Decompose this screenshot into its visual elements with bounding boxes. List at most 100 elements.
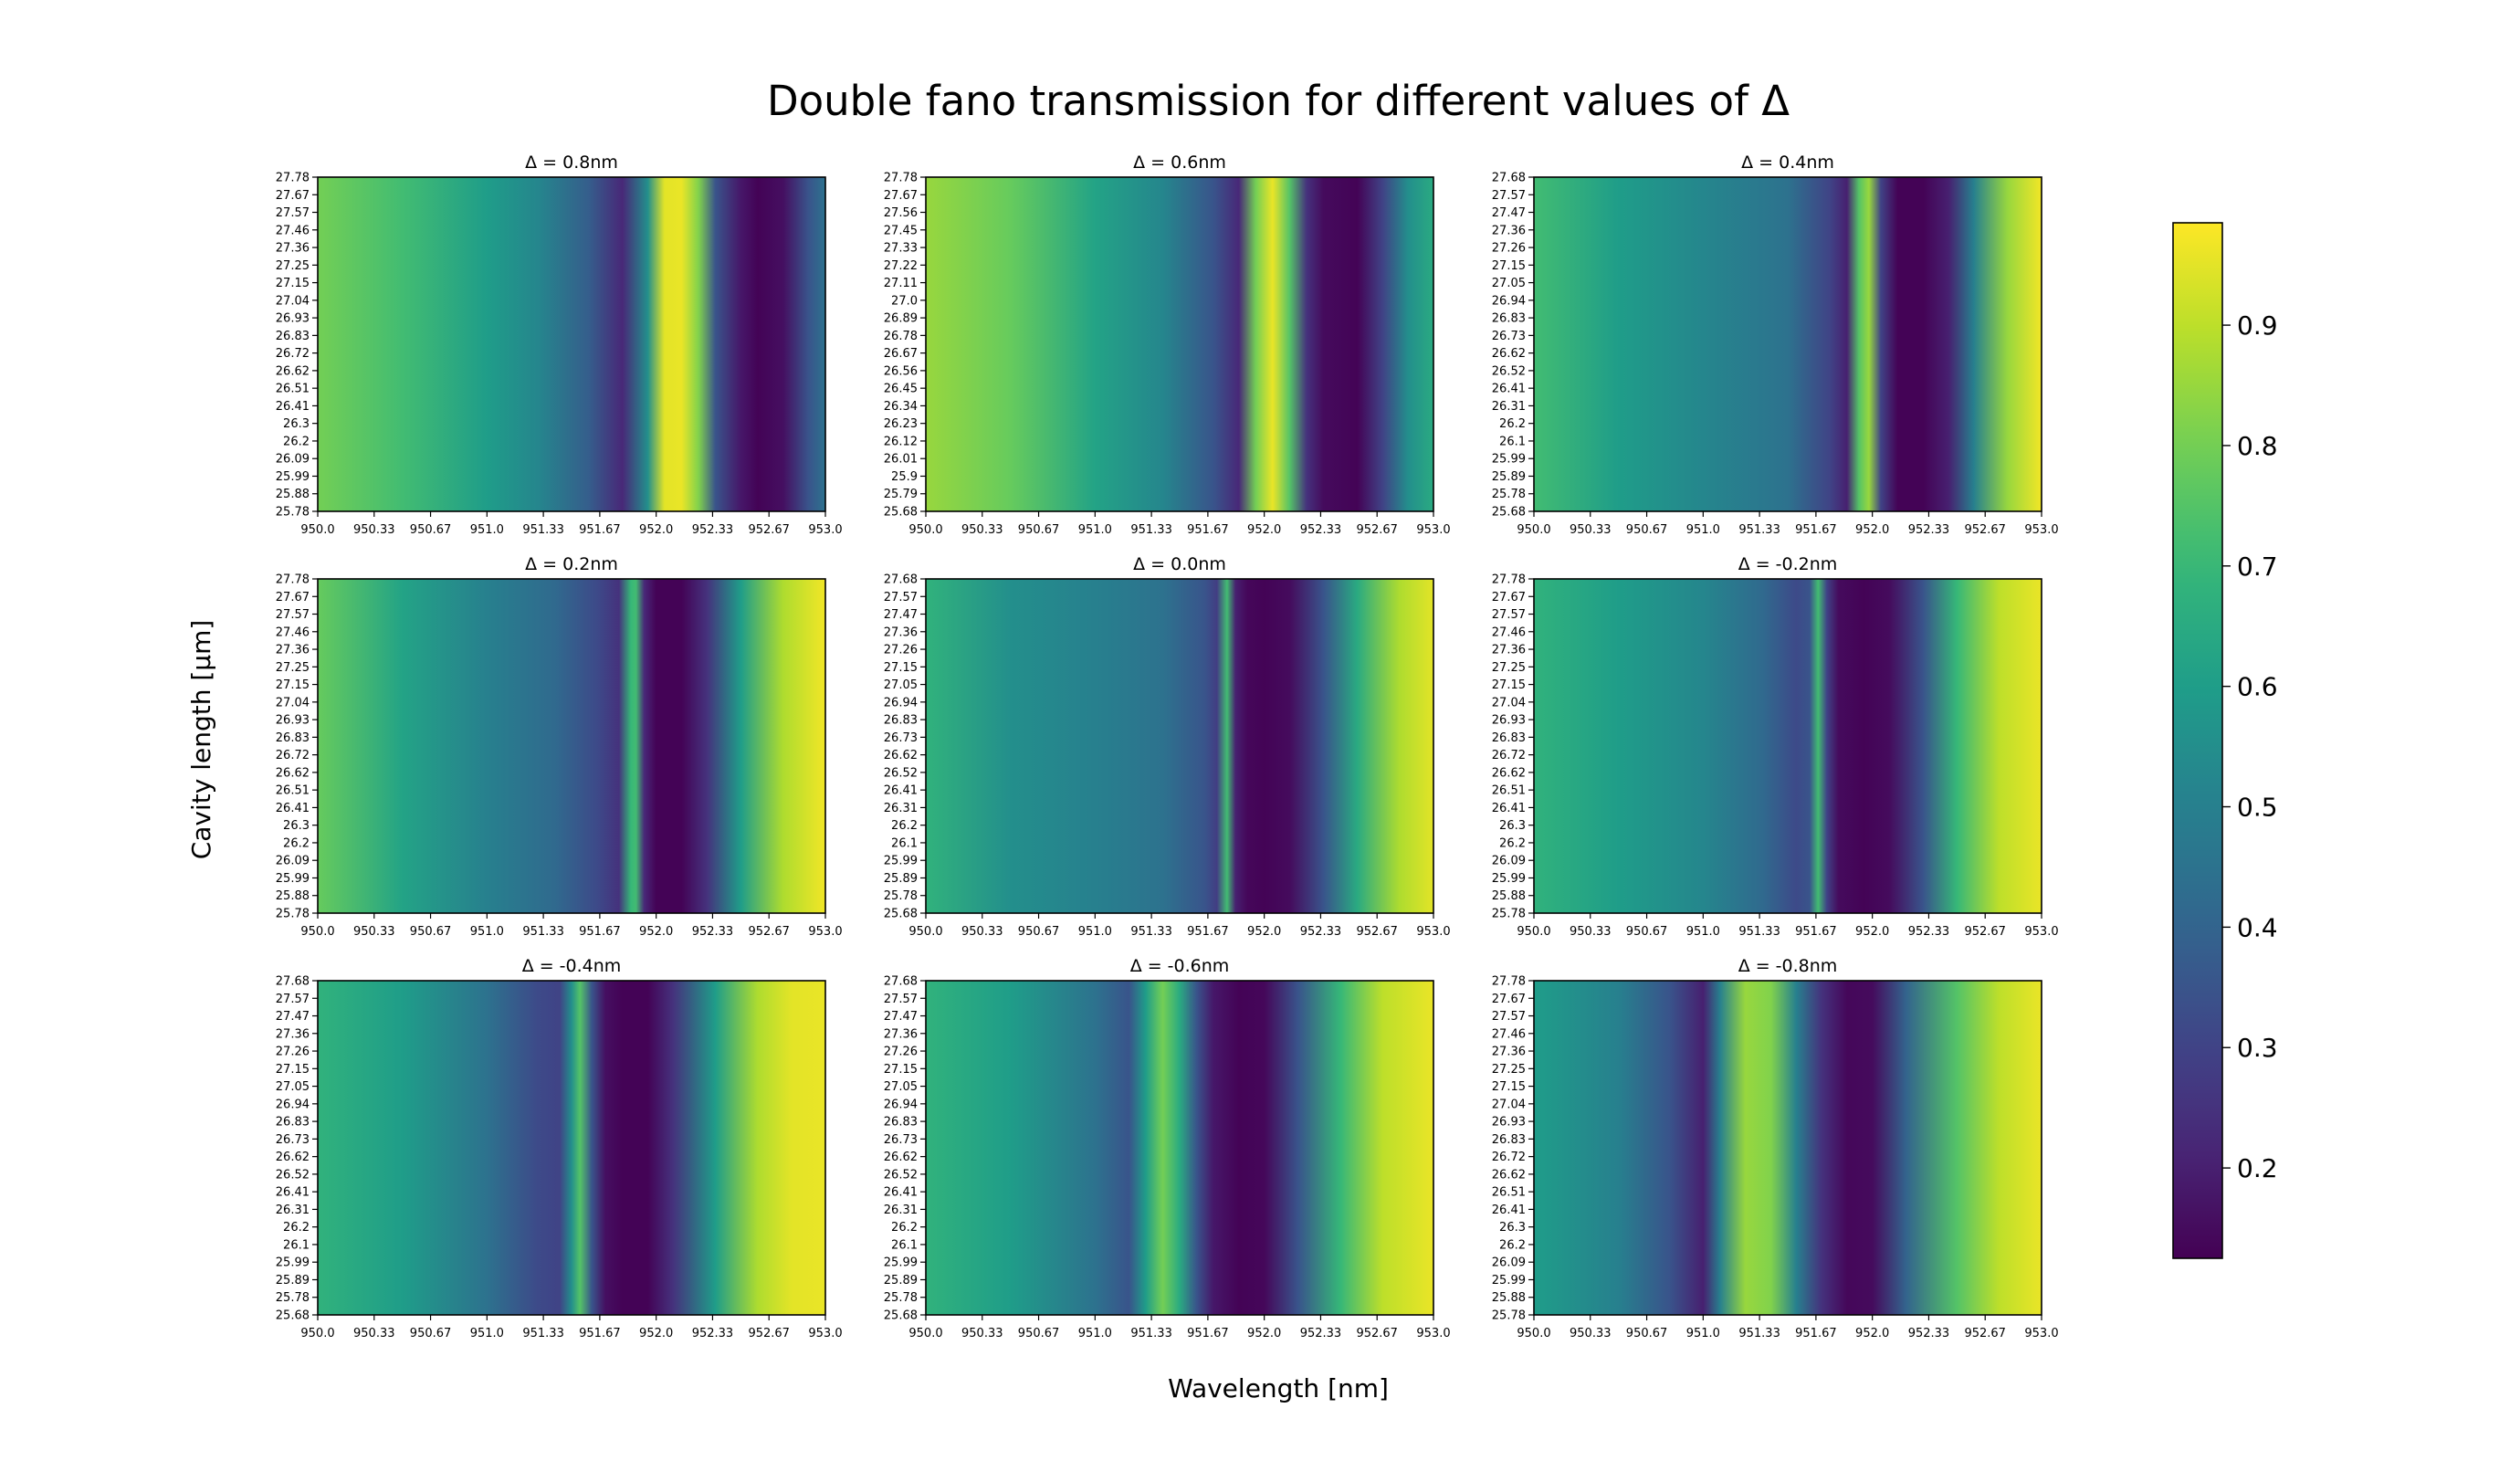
colorbar-gradient: [2172, 222, 2223, 1259]
colorbar-tick-label: 0.9: [2237, 310, 2278, 341]
y-tick-label: 27.26: [884, 644, 918, 657]
figure-title: Double fano transmission for different v…: [767, 77, 1790, 125]
y-tick-label: 27.57: [276, 993, 310, 1006]
y-tick-label: 26.94: [276, 1098, 310, 1111]
y-tick-label: 27.68: [884, 573, 918, 587]
y-tick-label: 26.3: [283, 417, 310, 431]
x-tick-label: 950.0: [300, 523, 334, 537]
x-tick-label: 952.33: [692, 523, 734, 537]
colorbar-tick-label: 0.8: [2237, 431, 2278, 461]
subplot-7: Δ = -0.4nm 950.0 950.33 950.67 951.0 951.33 95…: [276, 956, 843, 1340]
axes-frame: [317, 980, 826, 1316]
y-tick-label: 27.36: [1492, 224, 1526, 237]
y-tick-label: 27.36: [276, 1027, 310, 1041]
x-axis-label: Wavelength [nm]: [1168, 1373, 1389, 1403]
y-tick-label: 27.15: [884, 1063, 918, 1077]
y-tick-label: 26.51: [276, 383, 310, 396]
x-tick-label: 950.33: [1570, 523, 1612, 537]
y-tick-label: 25.68: [276, 1309, 310, 1323]
y-tick-label: 26.2: [1499, 417, 1526, 431]
subplot-5: Δ = 0.0nm 950.0 950.33 950.67 951.0 951.33 951…: [884, 554, 1451, 939]
axes-frame: [317, 578, 826, 914]
subplot-4: Δ = 0.2nm 950.0 950.33 950.67 951.0 951.33 951…: [276, 554, 843, 939]
y-tick-label: 26.1: [891, 1238, 918, 1252]
y-tick-label: 25.68: [1492, 506, 1526, 520]
y-tick-label: 26.52: [884, 766, 918, 780]
y-tick-label: 27.04: [1492, 696, 1526, 709]
y-tick-label: 26.51: [1492, 1186, 1526, 1200]
x-tick-label: 953.0: [808, 1327, 842, 1340]
subplot-title: Δ = -0.8nm: [1738, 956, 1838, 976]
x-tick-label: 951.33: [1130, 1327, 1172, 1340]
x-tick-label: 952.0: [1247, 1327, 1281, 1340]
y-tick-label: 27.15: [276, 1063, 310, 1077]
y-tick-label: 26.31: [1492, 400, 1526, 414]
x-tick-label: 950.0: [300, 1327, 334, 1340]
y-tick-label: 25.89: [884, 1274, 918, 1288]
colorbar: 0.2 0.3 0.4 0.5 0.6 0.7 0.8 0.9: [2172, 222, 2278, 1259]
y-tick-label: 26.51: [276, 784, 310, 798]
x-tick-label: 952.0: [1247, 523, 1281, 537]
x-tick-label: 951.0: [1078, 523, 1112, 537]
y-tick-label: 26.41: [1492, 383, 1526, 396]
x-tick-label: 952.33: [1908, 1327, 1950, 1340]
y-tick-label: 25.68: [884, 506, 918, 520]
y-tick-label: 27.25: [276, 661, 310, 675]
y-tick-label: 27.56: [884, 206, 918, 220]
y-tick-label: 27.68: [884, 975, 918, 989]
y-tick-label: 27.15: [276, 277, 310, 290]
x-tick-label: 952.33: [1908, 523, 1950, 537]
y-tick-label: 25.89: [276, 1274, 310, 1288]
y-tick-label: 27.36: [276, 242, 310, 256]
y-tick-label: 26.2: [283, 836, 310, 850]
subplot-9: Δ = -0.8nm 950.0 950.33 950.67 951.0 951.33 95…: [1492, 956, 2059, 1340]
subplot-title: Δ = 0.0nm: [1133, 554, 1226, 574]
x-tick-label: 953.0: [2024, 523, 2058, 537]
x-tick-label: 951.0: [1078, 925, 1112, 939]
y-tick-label: 27.47: [1492, 206, 1526, 220]
y-tick-label: 26.93: [1492, 1116, 1526, 1130]
y-tick-label: 26.2: [1499, 836, 1526, 850]
y-tick-label: 26.56: [884, 364, 918, 378]
y-tick-label: 26.3: [1499, 1221, 1526, 1235]
y-tick-label: 27.46: [276, 224, 310, 237]
x-tick-label: 952.0: [1855, 925, 1889, 939]
x-tick-label: 950.33: [1570, 925, 1612, 939]
colorbar-ticks: 0.2 0.3 0.4 0.5 0.6 0.7 0.8 0.9: [2222, 310, 2278, 1183]
y-tick-label: 26.09: [1492, 855, 1526, 868]
y-tick-label: 26.73: [276, 1133, 310, 1147]
subplot-3: Δ = 0.4nm 950.0 950.33 950.67 951.0 951.33 951…: [1492, 152, 2059, 537]
x-tick-label: 952.33: [1300, 925, 1342, 939]
x-tick-label: 950.67: [410, 925, 452, 939]
y-tick-label: 26.83: [276, 330, 310, 343]
y-tick-label: 27.22: [884, 259, 918, 273]
x-tick-label: 950.67: [1018, 925, 1060, 939]
y-tick-label: 27.15: [1492, 259, 1526, 273]
y-tick-label: 25.99: [884, 855, 918, 868]
x-tick-label: 952.67: [748, 1327, 790, 1340]
y-tick-label: 27.15: [276, 678, 310, 692]
heatmap-3: [1534, 177, 2042, 511]
x-tick-label: 950.67: [410, 1327, 452, 1340]
heatmap-1: [318, 177, 825, 511]
x-tick-label: 952.67: [748, 523, 790, 537]
subplot-title: Δ = 0.2nm: [525, 554, 618, 574]
y-tick-label: 27.78: [276, 172, 310, 185]
colorbar-tick-label: 0.5: [2237, 793, 2278, 823]
y-tick-label: 27.05: [884, 1080, 918, 1094]
y-tick-label: 25.88: [1492, 1291, 1526, 1305]
x-tick-label: 952.0: [639, 925, 673, 939]
x-tick-label: 952.0: [1855, 523, 1889, 537]
x-tick-label: 950.33: [961, 523, 1003, 537]
y-tick-label: 26.51: [1492, 784, 1526, 798]
axes-frame: [925, 578, 1434, 914]
y-tick-label: 27.78: [276, 573, 310, 587]
x-tick-label: 950.33: [353, 1327, 395, 1340]
y-tick-label: 25.99: [1492, 1274, 1526, 1288]
y-tick-label: 26.78: [884, 330, 918, 343]
y-tick-label: 25.78: [276, 1291, 310, 1305]
axes-frame: [925, 980, 1434, 1316]
y-tick-label: 25.78: [884, 889, 918, 903]
y-tick-label: 27.0: [891, 294, 918, 308]
y-tick-label: 25.89: [1492, 470, 1526, 484]
